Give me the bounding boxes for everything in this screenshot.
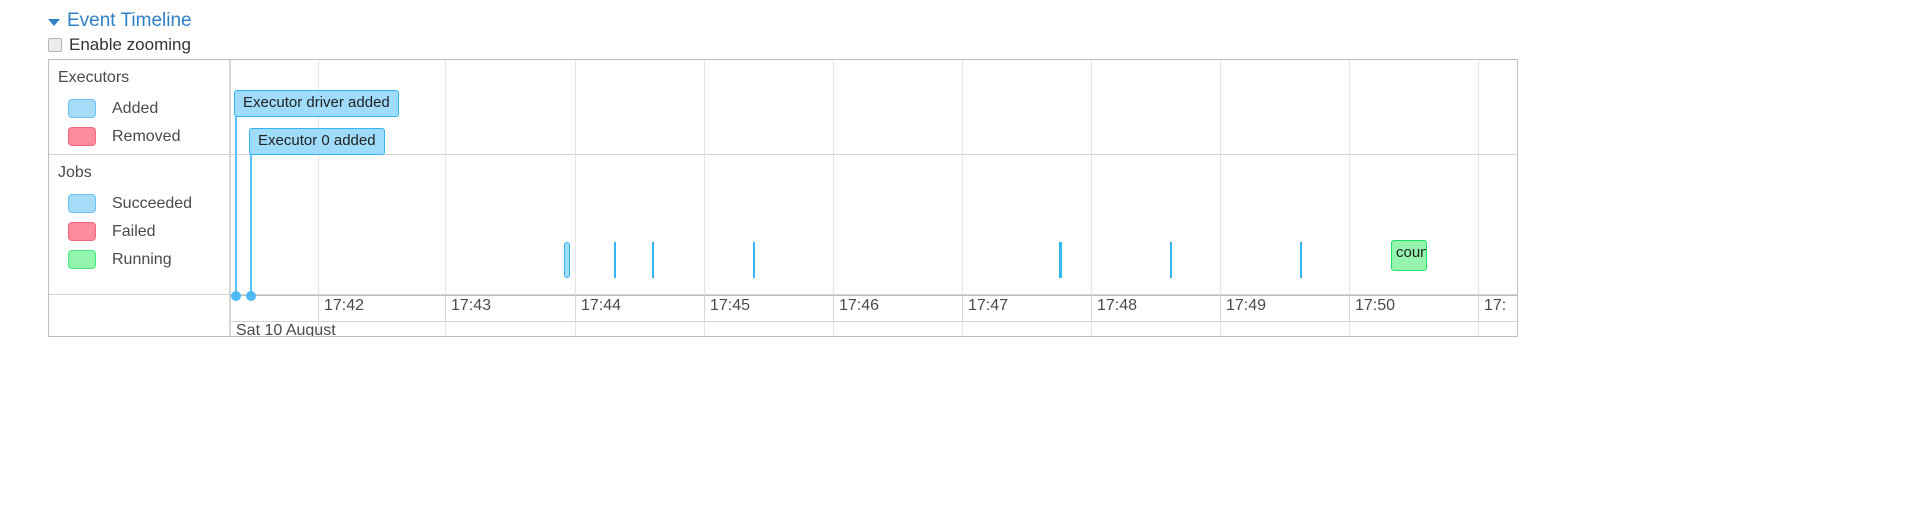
timeline-legend-panel: Executors Added Removed Jobs Succeeded [49,60,230,336]
legend-label-succeeded: Succeeded [112,194,193,212]
event-timeline-toggle[interactable]: Event Timeline [48,10,192,32]
timeline-row-executors [230,60,1517,155]
executor-event-line [250,153,252,296]
gridline [1091,60,1092,336]
gridline [575,60,576,336]
executor-event-box[interactable]: Executor 0 added [249,128,385,155]
executor-event-line [235,115,237,296]
job-event-bar[interactable] [1170,242,1172,278]
axis-top-rule [230,295,1517,296]
swatch-added-icon [68,98,96,118]
axis-tick-line [962,296,963,321]
executor-event-box[interactable]: Executor driver added [234,90,399,117]
legend-label-running: Running [112,250,172,268]
axis-tick-label: 17:44 [581,297,622,314]
axis-tick-label: 17:48 [1097,297,1138,314]
axis-tick-line [1091,296,1092,321]
group-jobs: Jobs Succeeded Failed Running [49,155,230,295]
axis-tick-line [575,296,576,321]
executor-event-marker[interactable] [246,291,256,301]
gridline [1220,60,1221,336]
gridline [833,60,834,336]
axis-tick-line [833,296,834,321]
gridline [704,60,705,336]
timeline-canvas[interactable]: Executor driver added Executor 0 added co… [230,60,1517,336]
job-event-bar[interactable] [753,242,755,278]
legend-item-job-failed: Failed [58,217,230,245]
legend-item-job-running: Running [58,245,230,273]
job-event-bar[interactable] [1059,242,1062,278]
axis-major-label: Sat 10 August [236,322,336,337]
group-title-jobs: Jobs [58,164,92,181]
gridline [318,60,319,336]
timeline-row-jobs [230,155,1517,295]
axis-tick-label: 17:50 [1355,297,1396,314]
axis-tick-label: 17:49 [1226,297,1267,314]
gridline [1349,60,1350,336]
job-event-bar[interactable]: count [1391,240,1427,271]
page-title: Event Timeline [67,10,192,31]
axis-tick-label: 17:45 [710,297,751,314]
legend-item-job-succeeded: Succeeded [58,189,230,217]
swatch-failed-icon [68,221,96,241]
legend-label-added: Added [112,99,159,117]
swatch-running-icon [68,249,96,269]
enable-zooming-checkbox[interactable] [48,37,62,52]
caret-down-icon [48,18,60,26]
group-axis-spacer [49,295,230,336]
group-executors: Executors Added Removed [49,60,230,155]
legend-item-executor-added: Added [58,94,230,122]
enable-zooming-label: Enable zooming [69,35,191,54]
job-event-bar[interactable] [1300,242,1302,278]
axis-tick-line [1478,296,1479,321]
swatch-succeeded-icon [68,193,96,213]
job-event-bar[interactable] [652,242,654,278]
axis-tick-label: 17:47 [968,297,1009,314]
axis-tick-line [1349,296,1350,321]
axis-tick-label: 17:43 [451,297,492,314]
timeline-axis: 17:42 17:43 17:44 17:45 17:46 17:47 17:48 17:49… [49,295,1517,337]
gridline [962,60,963,336]
axis-tick-label: 17:46 [839,297,880,314]
axis-tick-line [704,296,705,321]
executor-event-marker[interactable] [231,291,241,301]
axis-tick-line [445,296,446,321]
legend-label-removed: Removed [112,127,181,145]
axis-tick-line [318,296,319,321]
axis-tick-line [1220,296,1221,321]
legend-label-failed: Failed [112,222,156,240]
legend-item-executor-removed: Removed [58,122,230,150]
job-event-bar[interactable] [564,242,570,278]
timeline-frame: Executors Added Removed Jobs Succeeded [48,59,1518,337]
gridline [1478,60,1479,336]
axis-tick-label: 17: [1484,297,1507,314]
gridline [445,60,446,336]
axis-tick-label: 17:42 [324,297,365,314]
enable-zooming-row[interactable]: Enable zooming [48,34,191,55]
group-title-executors: Executors [58,69,130,86]
axis-mid-rule [49,321,1517,322]
gridline [230,60,231,336]
job-event-bar[interactable] [614,242,616,278]
swatch-removed-icon [68,126,96,146]
